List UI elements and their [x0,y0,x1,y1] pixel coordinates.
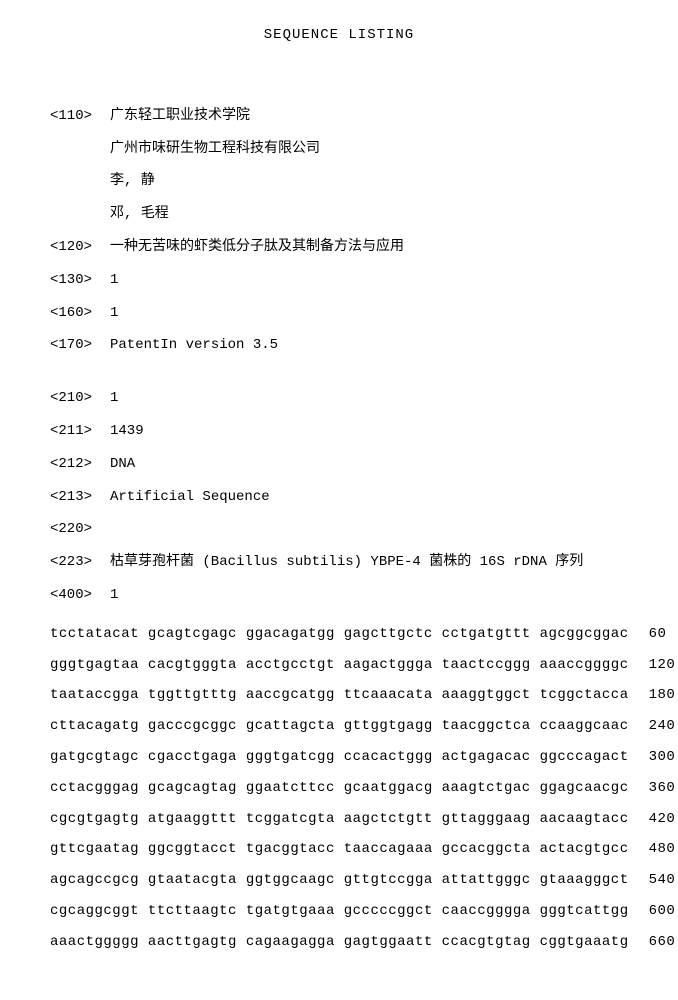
sequence-num: 180 [629,680,676,711]
sequence-row: cctacgggag gcagcagtag ggaatcttcc gcaatgg… [50,773,628,804]
header-value-160: 1 [110,298,628,329]
sequence-num: 60 [629,619,667,650]
header-value-130: 1 [110,265,628,296]
sequence-text: aaactggggg aacttgagtg cagaagagga gagtgga… [50,927,629,958]
header-value-400: 1 [110,580,628,611]
header-value-220 [110,514,628,545]
header-value-110-1: 广州市味研生物工程科技有限公司 [110,134,320,165]
header-value-110-3: 邓, 毛程 [110,199,169,230]
sequence-text: gttcgaatag ggcggtacct tgacggtacc taaccag… [50,834,629,865]
header-400: <400> 1 [50,580,628,611]
header-tag-213: <213> [50,482,110,513]
sequence-row: aaactggggg aacttgagtg cagaagagga gagtgga… [50,927,628,958]
header-110-line4: 邓, 毛程 [50,199,628,230]
sequence-row: cgcgtgagtg atgaaggttt tcggatcgta aagctct… [50,804,628,835]
header-value-170: PatentIn version 3.5 [110,330,628,361]
header-tag-110: <110> [50,101,110,132]
sequence-text: gatgcgtagc cgacctgaga gggtgatcgg ccacact… [50,742,629,773]
header-value-223: 枯草芽孢杆菌 (Bacillus subtilis) YBPE-4 菌株的 16… [110,547,628,578]
header-212: <212> DNA [50,449,628,480]
sequence-num: 480 [629,834,676,865]
header-tag-400: <400> [50,580,110,611]
sequence-num: 600 [629,896,676,927]
header-tag-170: <170> [50,330,110,361]
sequence-row: agcagccgcg gtaatacgta ggtggcaagc gttgtcc… [50,865,628,896]
sequence-row: cttacagatg gacccgcggc gcattagcta gttggtg… [50,711,628,742]
sequence-text: tcctatacat gcagtcgagc ggacagatgg gagcttg… [50,619,629,650]
sequence-listing-title: SEQUENCE LISTING [50,20,628,51]
header-211: <211> 1439 [50,416,628,447]
header-220: <220> [50,514,628,545]
sequence-num: 300 [629,742,676,773]
header-110: <110> 广东轻工职业技术学院 [50,101,628,132]
sequence-row: taataccgga tggttgtttg aaccgcatgg ttcaaac… [50,680,628,711]
header-120: <120> 一种无苦味的虾类低分子肽及其制备方法与应用 [50,232,628,263]
header-tag-211: <211> [50,416,110,447]
header-value-110-2: 李, 静 [110,166,155,197]
header-value-212: DNA [110,449,628,480]
header-223: <223> 枯草芽孢杆菌 (Bacillus subtilis) YBPE-4 … [50,547,628,578]
header-110-line3: 李, 静 [50,166,628,197]
sequence-num: 240 [629,711,676,742]
sequence-num: 540 [629,865,676,896]
sequence-row: cgcaggcggt ttcttaagtc tgatgtgaaa gcccccg… [50,896,628,927]
header-130: <130> 1 [50,265,628,296]
sequence-row: gatgcgtagc cgacctgaga gggtgatcgg ccacact… [50,742,628,773]
sequence-text: cttacagatg gacccgcggc gcattagcta gttggtg… [50,711,629,742]
header-170: <170> PatentIn version 3.5 [50,330,628,361]
header-tag-130: <130> [50,265,110,296]
header-value-110-0: 广东轻工职业技术学院 [110,101,628,132]
sequence-text: cgcgtgagtg atgaaggttt tcggatcgta aagctct… [50,804,629,835]
sequence-text: cgcaggcggt ttcttaagtc tgatgtgaaa gcccccg… [50,896,629,927]
header-160: <160> 1 [50,298,628,329]
sequence-text: gggtgagtaa cacgtgggta acctgcctgt aagactg… [50,650,629,681]
header-tag-212: <212> [50,449,110,480]
sequence-row: gggtgagtaa cacgtgggta acctgcctgt aagactg… [50,650,628,681]
header-110-line2: 广州市味研生物工程科技有限公司 [50,134,628,165]
header-tag-223: <223> [50,547,110,578]
sequence-num: 420 [629,804,676,835]
sequence-text: taataccgga tggttgtttg aaccgcatgg ttcaaac… [50,680,629,711]
sequence-num: 660 [629,927,676,958]
sequence-row: tcctatacat gcagtcgagc ggacagatgg gagcttg… [50,619,628,650]
sequence-num: 120 [629,650,676,681]
sequence-text: agcagccgcg gtaatacgta ggtggcaagc gttgtcc… [50,865,629,896]
header-tag-220: <220> [50,514,110,545]
header-value-120: 一种无苦味的虾类低分子肽及其制备方法与应用 [110,232,628,263]
header-value-210: 1 [110,383,628,414]
header-value-213: Artificial Sequence [110,482,628,513]
sequence-row: gttcgaatag ggcggtacct tgacggtacc taaccag… [50,834,628,865]
header-tag-160: <160> [50,298,110,329]
sequence-text: cctacgggag gcagcagtag ggaatcttcc gcaatgg… [50,773,629,804]
header-tag-210: <210> [50,383,110,414]
header-210: <210> 1 [50,383,628,414]
sequence-num: 360 [629,773,676,804]
header-value-211: 1439 [110,416,628,447]
header-tag-120: <120> [50,232,110,263]
header-213: <213> Artificial Sequence [50,482,628,513]
sequence-section: tcctatacat gcagtcgagc ggacagatgg gagcttg… [50,619,628,958]
